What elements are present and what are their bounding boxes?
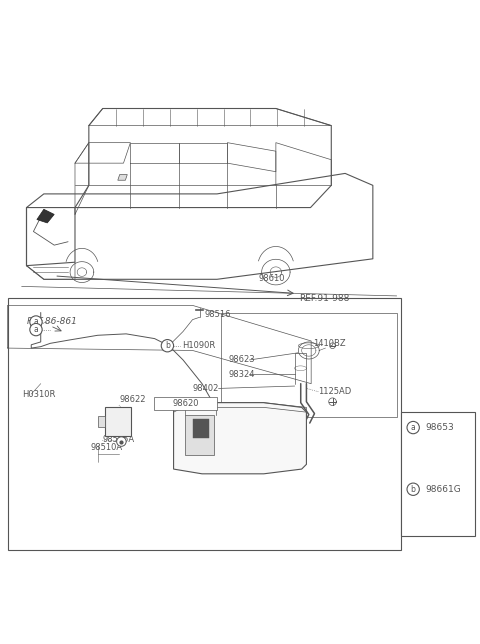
Text: a: a xyxy=(34,325,38,334)
Text: 98402: 98402 xyxy=(192,384,219,393)
Circle shape xyxy=(30,316,42,328)
Text: 98622: 98622 xyxy=(119,395,145,404)
Polygon shape xyxy=(425,513,444,527)
Text: 98620: 98620 xyxy=(172,399,199,408)
Polygon shape xyxy=(185,415,214,455)
Text: a: a xyxy=(34,317,38,327)
Text: a: a xyxy=(411,423,416,432)
Text: REF.91-988: REF.91-988 xyxy=(300,294,350,303)
FancyBboxPatch shape xyxy=(401,412,475,536)
Text: 98623: 98623 xyxy=(228,355,255,365)
Circle shape xyxy=(30,323,42,336)
Polygon shape xyxy=(37,209,54,223)
Circle shape xyxy=(407,421,420,433)
Text: REF.86-861: REF.86-861 xyxy=(26,317,77,326)
Circle shape xyxy=(117,437,126,446)
FancyBboxPatch shape xyxy=(97,416,105,428)
Text: b: b xyxy=(411,485,416,494)
Text: 98610: 98610 xyxy=(259,274,286,283)
Polygon shape xyxy=(424,450,445,467)
Text: H1090R: H1090R xyxy=(181,341,215,350)
Polygon shape xyxy=(174,402,306,474)
Polygon shape xyxy=(118,175,127,180)
FancyBboxPatch shape xyxy=(154,397,217,410)
Text: 98516: 98516 xyxy=(204,310,231,319)
Text: 98324: 98324 xyxy=(228,370,254,379)
FancyBboxPatch shape xyxy=(105,408,131,436)
Circle shape xyxy=(161,339,174,352)
Text: b: b xyxy=(165,341,170,350)
Text: 98510A: 98510A xyxy=(91,443,123,452)
Text: 1125AD: 1125AD xyxy=(318,387,351,396)
Text: 98653: 98653 xyxy=(425,423,454,432)
Text: 1410BZ: 1410BZ xyxy=(313,339,346,348)
Text: 98515A: 98515A xyxy=(102,435,134,444)
Circle shape xyxy=(407,483,420,495)
Text: H0310R: H0310R xyxy=(22,390,55,399)
Text: 98661G: 98661G xyxy=(425,485,461,494)
Polygon shape xyxy=(192,419,209,438)
